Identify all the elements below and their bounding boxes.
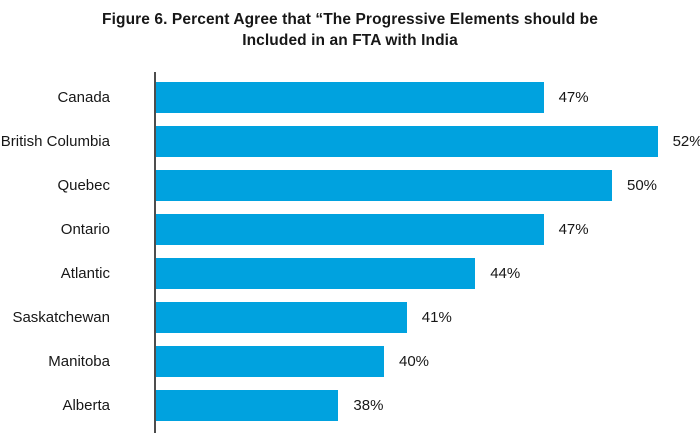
value-label-saskatchewan: 41%	[421, 309, 452, 326]
bar-manitoba	[156, 346, 384, 377]
category-label-alberta: Alberta	[62, 397, 110, 414]
category-label-british-columbia: British Columbia	[0, 133, 110, 150]
chart-row-british-columbia: British Columbia 52%	[0, 126, 700, 157]
bar-ontario	[156, 214, 544, 245]
bar-canada	[156, 82, 544, 113]
chart-row-atlantic: Atlantic 44%	[0, 258, 700, 289]
chart-row-alberta: Alberta 38%	[0, 390, 700, 421]
value-label-atlantic: 44%	[490, 265, 521, 282]
value-label-quebec: 50%	[627, 177, 658, 194]
bar-rows: Canada 47% British Columbia 52% Quebec 50% Ont…	[0, 82, 700, 421]
y-axis-line	[154, 72, 156, 433]
chart-row-canada: Canada 47%	[0, 82, 700, 113]
category-label-atlantic: Atlantic	[60, 265, 110, 282]
chart-row-saskatchewan: Saskatchewan 41%	[0, 302, 700, 333]
category-label-manitoba: Manitoba	[48, 353, 110, 370]
value-label-ontario: 47%	[558, 221, 589, 238]
chart-title-line-1: Figure 6. Percent Agree that “The Progre…	[102, 11, 598, 28]
bar-atlantic	[156, 258, 476, 289]
chart-row-ontario: Ontario 47%	[0, 214, 700, 245]
category-label-saskatchewan: Saskatchewan	[12, 309, 110, 326]
chart-row-manitoba: Manitoba 40%	[0, 346, 700, 377]
category-label-ontario: Ontario	[60, 221, 110, 238]
bar-alberta	[156, 390, 339, 421]
value-label-alberta: 38%	[353, 397, 384, 414]
category-label-canada: Canada	[57, 89, 110, 106]
chart-title: Figure 6. Percent Agree that “The Progre…	[0, 9, 700, 51]
category-label-quebec: Quebec	[57, 177, 110, 194]
chart-title-line-2: Included in an FTA with India	[242, 32, 458, 49]
value-label-manitoba: 40%	[399, 353, 430, 370]
bar-saskatchewan	[156, 302, 407, 333]
bar-quebec	[156, 170, 612, 201]
chart-row-quebec: Quebec 50%	[0, 170, 700, 201]
value-label-canada: 47%	[558, 89, 589, 106]
bar-british-columbia	[156, 126, 658, 157]
value-label-british-columbia: 52%	[672, 133, 700, 150]
